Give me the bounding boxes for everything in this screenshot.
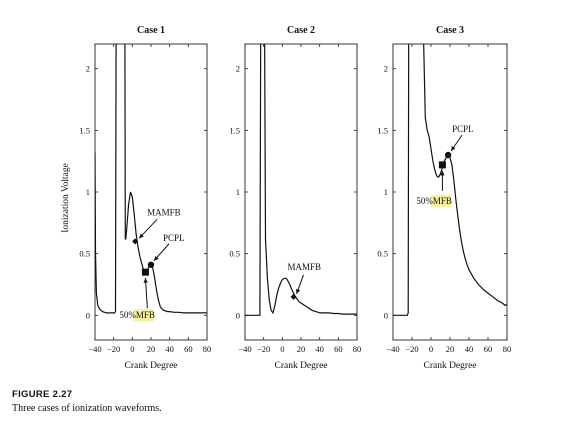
- x-tick-label: 40: [315, 344, 324, 354]
- marker-circle: [147, 261, 155, 268]
- x-tick-label: 80: [203, 344, 212, 354]
- y-tick-label: 0.5: [377, 249, 388, 259]
- x-tick-label: 80: [353, 344, 362, 354]
- marker-label-prefix: 50%: [119, 310, 136, 320]
- y-tick-label: 1.5: [229, 125, 240, 135]
- annotation-arrowhead: [143, 278, 148, 283]
- y-tick-label: 1.5: [79, 125, 90, 135]
- y-tick-label: 1: [384, 187, 388, 197]
- y-tick-label: 2: [86, 64, 90, 74]
- plot-frame: [94, 43, 208, 341]
- plot-frame: [244, 43, 358, 341]
- x-tick-label: 20: [446, 344, 455, 354]
- x-tick-label: 60: [334, 344, 343, 354]
- x-tick-label: −40: [88, 344, 101, 354]
- series-line-1: [95, 44, 207, 314]
- y-tick-label: 1: [86, 187, 90, 197]
- marker-label-highlight: MFB: [136, 310, 155, 320]
- x-tick-label: 0: [280, 344, 284, 354]
- marker-square: [141, 268, 149, 276]
- y-tick-label: 1: [236, 187, 240, 197]
- x-tick-label: −20: [107, 344, 120, 354]
- chart-panel-2: Case 2 −40 −20 0 20 40 60 80 0 0.5 1 1.5 2 Crank Degr…: [229, 25, 361, 371]
- chart-title: Case 2: [287, 25, 315, 36]
- x-tick-label: 60: [484, 344, 493, 354]
- x-tick-label: 20: [297, 344, 306, 354]
- marker-label: MAMFB: [288, 262, 322, 272]
- annotation-arrow: [144, 278, 148, 309]
- chart-panel-1: Case 1 −40 −20 0 20 40 60 80 0 0.5 1 1.5 2 Crank Degr…: [61, 25, 211, 371]
- x-tick-label: −40: [386, 344, 399, 354]
- y-tick-label: 2: [236, 64, 240, 74]
- annotation-arrowhead: [296, 288, 301, 294]
- chart-title: Case 1: [137, 25, 165, 36]
- annotation-arrowhead: [451, 146, 456, 151]
- annotation-arrowhead: [139, 233, 144, 239]
- chart-panel-3: Case 3 −40 −20 0 20 40 60 80 0 0.5 1 1.5 2 Crank Degr…: [377, 25, 511, 371]
- y-tick-label: 0: [384, 310, 388, 320]
- annotation-arrowhead: [154, 255, 159, 261]
- marker-label: 50%MFB: [416, 196, 452, 206]
- label-highlight: [133, 309, 154, 322]
- y-tick-label: 0: [236, 310, 240, 320]
- figure-caption: Three cases of ionization waveforms.: [12, 403, 162, 414]
- marker-label: PCPL: [163, 233, 185, 243]
- annotation-arrowhead: [440, 170, 445, 176]
- marker-circle: [444, 151, 452, 159]
- x-axis-label: Crank Degree: [423, 361, 476, 371]
- figure-label: FIGURE 2.27: [12, 389, 73, 400]
- x-tick-label: 20: [147, 344, 156, 354]
- x-tick-label: 0: [429, 344, 433, 354]
- x-tick-label: −40: [238, 344, 251, 354]
- marker-label: PCPL: [452, 124, 474, 134]
- y-tick-label: 2: [384, 64, 388, 74]
- marker-label: MAMFB: [147, 207, 181, 217]
- label-highlight: [430, 194, 451, 207]
- marker-diamond: [132, 238, 139, 245]
- series-line-1: [245, 44, 357, 316]
- marker-label: 50%MFB: [119, 310, 155, 320]
- y-axis-label: Ionization Voltage: [61, 163, 71, 233]
- marker-label-highlight: MFB: [433, 196, 452, 206]
- plot-frame: [392, 43, 508, 341]
- y-tick-label: 0: [86, 310, 90, 320]
- marker-diamond: [290, 293, 297, 300]
- marker-label-prefix: 50%: [416, 196, 433, 206]
- series-line-1: [393, 44, 507, 316]
- x-tick-label: 40: [165, 344, 174, 354]
- x-tick-label: 60: [184, 344, 193, 354]
- y-tick-label: 0.5: [229, 249, 240, 259]
- x-axis-label: Crank Degree: [274, 361, 327, 371]
- marker-square: [438, 161, 446, 169]
- x-tick-label: 0: [130, 344, 134, 354]
- x-axis-label: Crank Degree: [124, 361, 177, 371]
- x-tick-label: 40: [465, 344, 474, 354]
- y-tick-label: 0.5: [79, 249, 90, 259]
- y-tick-label: 1.5: [377, 125, 388, 135]
- x-tick-label: −20: [257, 344, 270, 354]
- x-tick-label: −20: [405, 344, 418, 354]
- chart-title: Case 3: [436, 25, 464, 36]
- x-tick-label: 80: [503, 344, 512, 354]
